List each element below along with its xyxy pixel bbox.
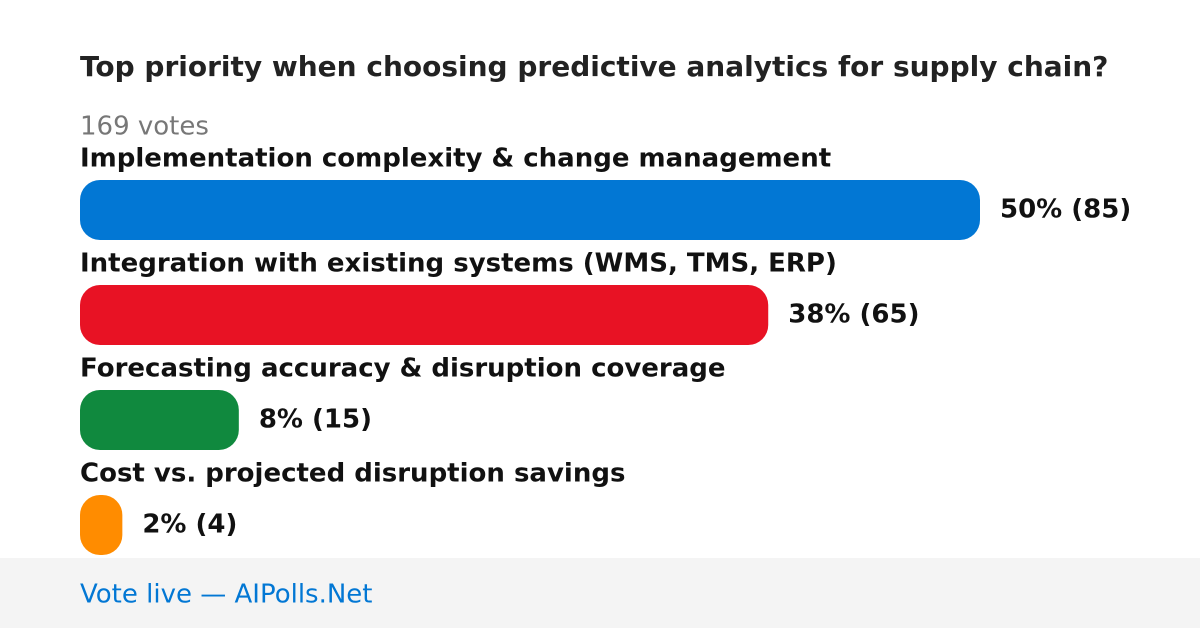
chart-title: Top priority when choosing predictive an… [80,50,1108,83]
value-label: 2% (4) [142,510,237,540]
footer-link[interactable]: Vote live — AIPolls.Net [80,580,373,610]
value-label: 50% (85) [1000,195,1131,225]
value-label: 8% (15) [259,405,372,435]
option-label: Forecasting accuracy & disruption covera… [80,354,726,384]
vote-count: 169 votes [80,112,209,142]
option-label: Implementation complexity & change manag… [80,144,831,174]
option-label: Cost vs. projected disruption savings [80,459,625,489]
bar [80,285,769,345]
value-label: 38% (65) [788,300,919,330]
bar [80,180,980,240]
bar [80,495,123,555]
option-label: Integration with existing systems (WMS, … [80,249,837,279]
footer-band [0,558,1200,628]
bar [80,390,239,450]
